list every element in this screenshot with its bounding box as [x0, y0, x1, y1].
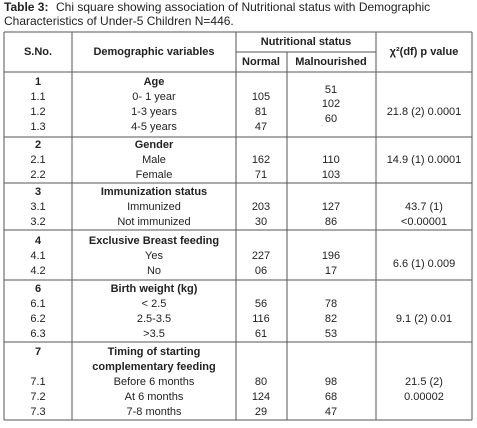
malnourished-count: 102 [322, 98, 340, 110]
normal-count: 61 [255, 328, 267, 340]
row-number: 2.1 [30, 154, 45, 166]
row-label: Female [136, 169, 173, 181]
header-cell: S.No. [24, 46, 52, 58]
row-number: 7.1 [30, 376, 45, 388]
malnourished-count: 110 [322, 154, 340, 166]
header-cell: Demographic variables [93, 46, 214, 58]
row-number: 3.2 [30, 216, 45, 228]
malnourished-count: 82 [325, 313, 337, 325]
row-number: 4.1 [30, 250, 45, 262]
normal-count: 162 [252, 154, 270, 166]
header-cell: Nutritional status [261, 36, 351, 48]
normal-count: 203 [252, 201, 270, 213]
malnourished-count: 103 [322, 169, 340, 181]
caption-line: Chi square showing association of Nutrit… [56, 0, 430, 14]
malnourished-count: 51 [325, 84, 337, 96]
group-number: 7 [35, 346, 41, 358]
row-number: 7.3 [30, 406, 45, 418]
normal-count: 71 [255, 169, 267, 181]
p-value: <0.00001 [401, 216, 447, 228]
normal-count: 80 [255, 376, 267, 388]
group-title: Immunization status [101, 186, 207, 198]
malnourished-count: 98 [325, 376, 337, 388]
caption-label: Table 3: [4, 0, 48, 14]
group-title: complementary feeding [92, 361, 215, 373]
row-number: 6.3 [30, 328, 45, 340]
malnourished-count: 53 [325, 328, 337, 340]
header-cell: Normal [242, 56, 280, 68]
row-label: No [147, 265, 161, 277]
row-label: Yes [145, 250, 163, 262]
caption-line: Characteristics of Under-5 Children N=44… [4, 14, 234, 28]
p-value: 0.00002 [404, 391, 444, 403]
table-grid [3, 31, 473, 420]
row-label: < 2.5 [142, 298, 167, 310]
row-number: 1.1 [30, 91, 45, 103]
row-number: 7.2 [30, 391, 45, 403]
normal-count: 29 [255, 406, 267, 418]
group-number: 3 [35, 186, 41, 198]
row-number: 1.3 [30, 121, 45, 133]
row-label: Before 6 months [114, 376, 195, 388]
group-number: 2 [35, 139, 41, 151]
row-label: Not immunized [117, 216, 190, 228]
group-title: Birth weight (kg) [111, 283, 198, 295]
row-number: 4.2 [30, 265, 45, 277]
normal-count: 06 [255, 265, 267, 277]
header-cell: χ²(df) p value [390, 46, 459, 58]
normal-count: 124 [252, 391, 270, 403]
group-number: 4 [35, 235, 42, 247]
p-value: 14.9 (1) 0.0001 [387, 154, 462, 166]
header-cell: Malnourished [295, 56, 367, 68]
p-value: 43.7 (1) [405, 201, 443, 213]
normal-count: 116 [252, 313, 270, 325]
group-number: 1 [35, 76, 41, 88]
p-value: 21.8 (2) 0.0001 [387, 106, 462, 118]
row-label: Male [142, 154, 166, 166]
normal-count: 105 [252, 91, 270, 103]
row-label: >3.5 [143, 328, 165, 340]
normal-count: 56 [255, 298, 267, 310]
normal-count: 47 [255, 121, 267, 133]
malnourished-count: 196 [322, 250, 340, 262]
row-label: 1-3 years [131, 106, 177, 118]
p-value: 9.1 (2) 0.01 [396, 313, 452, 325]
malnourished-count: 17 [325, 265, 337, 277]
row-label: At 6 months [125, 391, 184, 403]
row-label: Immunized [127, 201, 181, 213]
group-title: Timing of starting [108, 346, 201, 358]
row-number: 3.1 [30, 201, 45, 213]
malnourished-count: 47 [325, 406, 337, 418]
malnourished-count: 86 [325, 216, 337, 228]
p-value: 6.6 (1) 0.009 [393, 258, 455, 270]
row-number: 6.2 [30, 313, 45, 325]
normal-count: 81 [255, 106, 267, 118]
row-label: 7-8 months [126, 406, 182, 418]
group-title: Age [144, 76, 165, 88]
malnourished-count: 78 [325, 298, 337, 310]
normal-count: 30 [255, 216, 267, 228]
normal-count: 227 [252, 250, 270, 262]
group-title: Exclusive Breast feeding [89, 235, 219, 247]
row-label: 4-5 years [131, 121, 177, 133]
row-label: 2.5-3.5 [137, 313, 171, 325]
malnourished-count: 60 [325, 113, 337, 125]
row-label: 0- 1 year [132, 91, 176, 103]
row-number: 1.2 [30, 106, 45, 118]
malnourished-count: 127 [322, 201, 340, 213]
malnourished-count: 68 [325, 391, 337, 403]
group-number: 6 [35, 283, 41, 295]
row-number: 2.2 [30, 169, 45, 181]
p-value: 21.5 (2) [405, 376, 443, 388]
row-number: 6.1 [30, 298, 45, 310]
group-title: Gender [135, 139, 174, 151]
